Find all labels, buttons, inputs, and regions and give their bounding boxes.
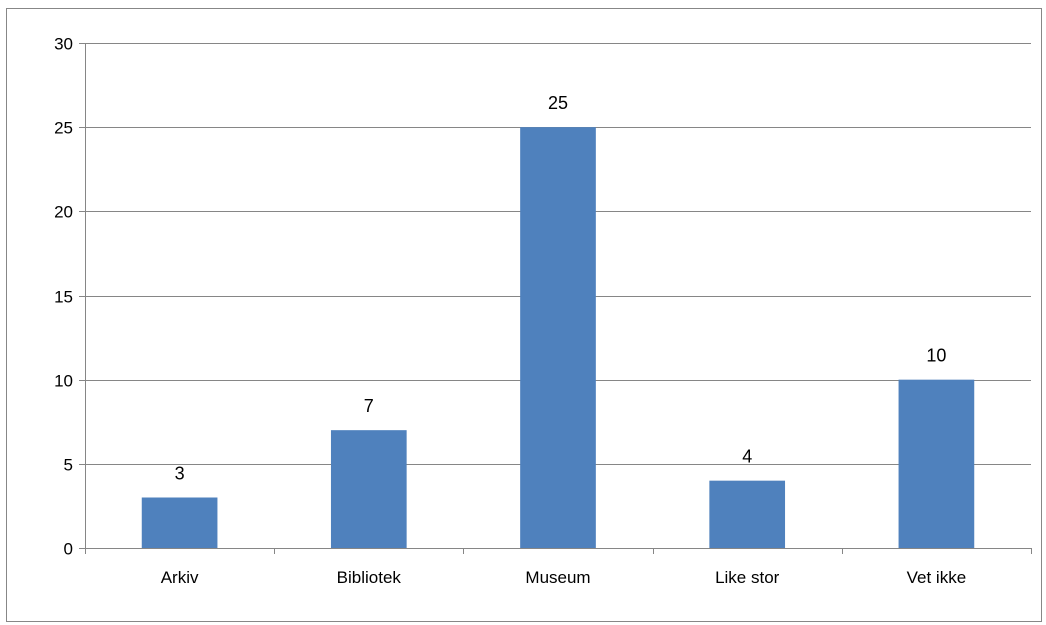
data-labels: 3 7 25 4 10 <box>175 93 947 483</box>
bar-arkiv <box>141 497 218 548</box>
data-label: 7 <box>364 396 374 416</box>
x-tick-label: Arkiv <box>161 568 199 587</box>
x-tick-label: Bibliotek <box>337 568 402 587</box>
bar-museum <box>520 127 596 549</box>
y-tick-label: 10 <box>54 372 73 391</box>
axes <box>79 43 1032 554</box>
data-label: 10 <box>926 346 946 366</box>
x-tick-label: Like stor <box>715 568 780 587</box>
y-tick-label: 15 <box>54 288 73 307</box>
data-label: 3 <box>175 464 185 484</box>
y-tick-label: 0 <box>64 540 73 559</box>
data-label: 4 <box>742 447 752 467</box>
bar-vet-ikke <box>898 379 975 548</box>
x-tick-label: Vet ikke <box>907 568 967 587</box>
x-tick-label: Museum <box>525 568 590 587</box>
bar-bibliotek <box>330 430 407 548</box>
bar-chart: 0 5 10 15 20 25 30 Arkiv Bibliotek Museum Like st… <box>54 35 1032 587</box>
chart-frame: 0 5 10 15 20 25 30 Arkiv Bibliotek Museum Like st… <box>6 8 1042 622</box>
data-label: 25 <box>548 93 568 113</box>
y-tick-label: 5 <box>64 456 73 475</box>
bar-like-stor <box>709 480 786 548</box>
y-tick-labels: 0 5 10 15 20 25 30 <box>54 35 73 559</box>
y-tick-label: 30 <box>54 35 73 54</box>
bars <box>141 127 975 549</box>
y-tick-label: 25 <box>54 119 73 138</box>
y-tick-label: 20 <box>54 203 73 222</box>
x-tick-labels: Arkiv Bibliotek Museum Like stor Vet ikke <box>161 568 966 587</box>
